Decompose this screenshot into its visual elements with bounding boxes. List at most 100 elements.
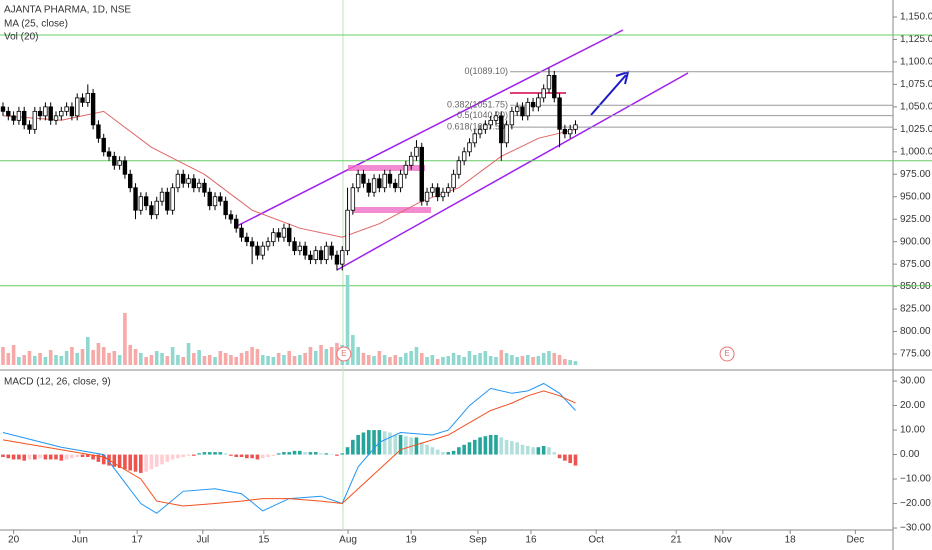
candle-body [43, 106, 48, 117]
histogram-bar [165, 454, 170, 462]
arrow [590, 74, 627, 116]
candle-body [430, 187, 435, 193]
candle-body [514, 106, 520, 112]
candle-body [477, 128, 483, 135]
histogram-bar [303, 452, 307, 455]
volume-bar [149, 355, 154, 365]
candle-body [488, 119, 493, 126]
histogram-bar [441, 452, 445, 455]
volume-bar [234, 357, 239, 365]
candle-body [154, 200, 159, 216]
volume-bar [144, 357, 148, 365]
volume-bar [419, 353, 424, 365]
volume-bar [351, 335, 355, 365]
volume-bar [54, 355, 58, 365]
candle-body [419, 146, 424, 202]
ma-line [2, 110, 576, 238]
candle-body [414, 146, 419, 157]
histogram-bar [520, 444, 525, 455]
histogram-bar [70, 454, 74, 459]
volume-bar [292, 356, 297, 365]
histogram-bar [467, 442, 472, 455]
volume-bar [515, 357, 519, 365]
volume-bar [186, 343, 191, 365]
volume-bar [520, 356, 525, 365]
event-marker [719, 346, 735, 362]
histogram-bar [117, 454, 122, 469]
event-marker [336, 346, 352, 362]
volume-bar [154, 351, 159, 365]
histogram-bar [414, 437, 419, 455]
candle-body [398, 173, 403, 189]
histogram-bar [425, 444, 429, 455]
histogram-bar [64, 454, 69, 460]
candle-body [573, 124, 578, 130]
volume-bar [287, 351, 292, 365]
histogram-bar [234, 454, 239, 458]
candle-body [6, 110, 11, 117]
histogram-bar [329, 454, 334, 456]
volume-bar [48, 350, 53, 365]
volume-bar [229, 355, 233, 365]
candle-body [122, 160, 128, 175]
candle-body [186, 178, 191, 184]
candle-body [128, 173, 133, 189]
y-tick-label: 1,125.00 [900, 34, 932, 45]
volume-bar [91, 350, 95, 365]
volume-bar [160, 353, 164, 365]
volume-bar [107, 353, 111, 365]
histogram-bar [504, 439, 509, 455]
y-tick-label: 1,000.00 [900, 146, 932, 157]
volume-bar [462, 357, 466, 365]
candle-body [228, 214, 234, 220]
volume-bar [547, 351, 551, 365]
histogram-bar [568, 454, 572, 464]
volume-bar [255, 349, 260, 365]
macd-line [2, 390, 576, 507]
y-tick-label: 1,100.00 [900, 57, 932, 68]
histogram-bar [313, 452, 318, 455]
histogram-bar [33, 454, 37, 460]
y-tick-label: 900.00 [900, 236, 931, 247]
volume-bar [409, 351, 413, 365]
volume-bar [64, 351, 69, 365]
volume-bar [128, 345, 133, 365]
histogram-bar [276, 453, 281, 455]
histogram-bar [287, 452, 292, 455]
candle-body [281, 227, 287, 238]
y-tick-label: 1,150.00 [900, 12, 932, 23]
candle-body [292, 241, 297, 252]
histogram-bar [91, 454, 95, 460]
x-tick-label: 15 [258, 535, 270, 546]
candle-body [133, 187, 138, 211]
histogram-bar [207, 452, 212, 455]
candle-body [287, 227, 292, 243]
candle-body [557, 97, 562, 130]
volume-bar [22, 355, 27, 365]
x-tick-label: Nov [714, 535, 732, 546]
candle-body [435, 187, 440, 198]
volume-bar [197, 350, 201, 365]
candle-body [75, 97, 80, 117]
volume-bar [356, 347, 360, 365]
candle-body [440, 191, 446, 198]
volume-bar [245, 351, 249, 365]
candle-body [175, 173, 181, 189]
volume-bar [176, 355, 180, 365]
volume-bar [488, 356, 493, 365]
volume-bar [27, 351, 32, 365]
histogram-bar [292, 450, 297, 455]
histogram-bar [525, 445, 530, 455]
x-tick-label: 16 [525, 535, 537, 546]
volume-bar [483, 351, 488, 365]
candle-body [170, 187, 175, 211]
candle-body [324, 245, 329, 261]
volume-bar [361, 353, 366, 365]
volume-bar [117, 355, 122, 365]
histogram-bar [213, 452, 217, 455]
indicator-label: Vol (20) [4, 32, 38, 43]
candle-body [149, 205, 154, 216]
candle-body [361, 173, 366, 184]
volume-bar [207, 355, 212, 365]
histogram-bar [494, 434, 498, 455]
